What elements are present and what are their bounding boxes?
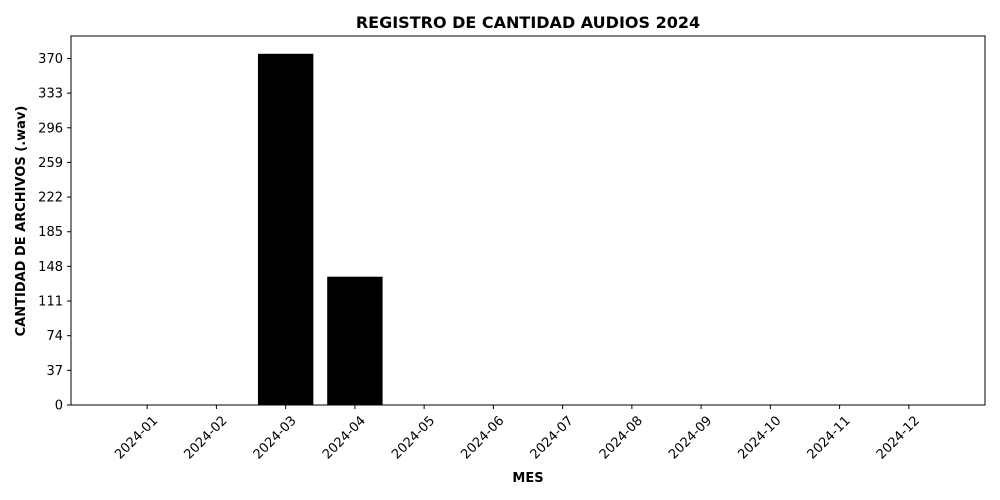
x-tick-label: 2024-11 <box>805 413 854 462</box>
x-tick-label: 2024-06 <box>458 413 507 462</box>
x-tick-label: 2024-07 <box>528 413 577 462</box>
y-tick-label: 370 <box>38 52 63 67</box>
x-tick-label: 2024-09 <box>666 413 715 462</box>
y-tick-label: 0 <box>55 399 63 414</box>
x-axis: 2024-01 2024-02 2024-03 2024-04 2024-05 2024-… <box>112 405 923 462</box>
chart-title: REGISTRO DE CANTIDAD AUDIOS 2024 <box>356 13 700 32</box>
x-axis-label: MES <box>512 471 543 486</box>
x-tick-label: 2024-10 <box>735 413 784 462</box>
y-tick-label: 185 <box>38 225 63 240</box>
y-tick-label: 74 <box>46 329 63 344</box>
x-tick-label: 2024-04 <box>320 413 369 462</box>
y-tick-label: 222 <box>38 191 63 206</box>
y-tick-label: 333 <box>38 87 63 102</box>
y-tick-label: 37 <box>46 364 63 379</box>
bars-group <box>257 53 383 406</box>
x-tick-label: 2024-01 <box>112 413 161 462</box>
x-tick-label: 2024-02 <box>181 413 230 462</box>
y-tick-label: 259 <box>38 156 63 171</box>
x-tick-label: 2024-05 <box>389 413 438 462</box>
bar-2024-03 <box>257 53 314 406</box>
y-tick-label: 111 <box>38 295 63 310</box>
x-tick-label: 2024-03 <box>251 413 300 462</box>
y-axis-label: CANTIDAD DE ARCHIVOS (.wav) <box>14 106 29 337</box>
x-tick-label: 2024-12 <box>874 413 923 462</box>
y-tick-label: 296 <box>38 121 63 136</box>
x-tick-label: 2024-08 <box>597 413 646 462</box>
bar-2024-04 <box>327 276 383 405</box>
plot-frame <box>70 35 986 406</box>
y-axis: 0 37 74 111 148 185 222 259 296 333 370 <box>38 52 71 414</box>
y-tick-label: 148 <box>38 260 63 275</box>
